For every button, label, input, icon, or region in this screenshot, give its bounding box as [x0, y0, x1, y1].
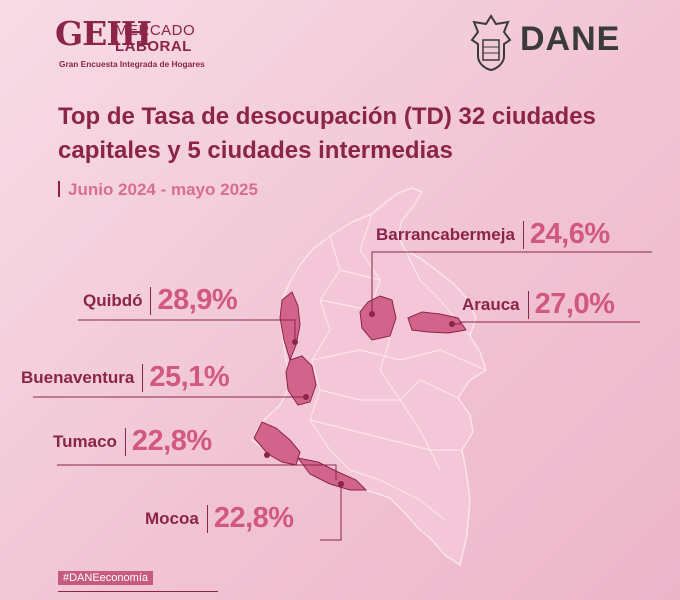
- callout-buenaventura: Buenaventura 25,1%: [21, 361, 230, 394]
- separator: [150, 286, 152, 315]
- city-name: Quibdó: [83, 290, 143, 310]
- period-text: Junio 2024 - mayo 2025: [68, 180, 258, 199]
- callout-tumaco: Tumaco 22,8%: [53, 425, 212, 458]
- city-name: Arauca: [462, 294, 520, 314]
- dane-wordmark: DANE: [520, 20, 621, 58]
- separator: [206, 504, 208, 533]
- separator: [142, 363, 144, 392]
- coat-of-arms-icon: [470, 14, 512, 72]
- geih-logo: GEIH MERCADO LABORAL Gran Encuesta Integ…: [55, 12, 205, 72]
- callout-barrancabermeja: Barrancabermeja 24,6%: [376, 218, 610, 251]
- separator: [124, 427, 126, 456]
- footer-divider: [58, 591, 218, 592]
- page-title: Top de Tasa de desocupación (TD) 32 ciud…: [58, 103, 596, 164]
- period-label: Junio 2024 - mayo 2025: [58, 180, 258, 200]
- dane-logo: DANE: [466, 14, 636, 72]
- city-value: 22,8%: [213, 502, 294, 534]
- city-name: Barrancabermeja: [376, 224, 515, 244]
- city-value: 27,0%: [534, 288, 615, 320]
- separator: [527, 290, 529, 319]
- separator: [522, 220, 524, 249]
- geih-mercado: MERCADO: [115, 22, 196, 39]
- geih-letters: GEIH: [55, 14, 152, 53]
- city-value: 24,6%: [529, 218, 610, 250]
- callout-mocoa: Mocoa 22,8%: [145, 502, 294, 535]
- city-name: Mocoa: [145, 508, 199, 528]
- region-arauca: [407, 311, 467, 334]
- callout-quibdo: Quibdó 28,9%: [83, 284, 238, 317]
- callout-arauca: Arauca 27,0%: [462, 288, 615, 321]
- city-name: Buenaventura: [21, 367, 135, 387]
- region-tumaco: [253, 421, 301, 466]
- hashtag-badge[interactable]: #DANEeconomía: [58, 571, 153, 585]
- leader-lines: [33, 251, 652, 541]
- region-barrancabermeja: [359, 295, 397, 341]
- geih-subtitle: Gran Encuesta Integrada de Hogares: [59, 59, 205, 69]
- city-name: Tumaco: [53, 431, 117, 451]
- city-value: 25,1%: [149, 361, 230, 393]
- period-bar: [58, 181, 60, 197]
- region-buenaventura: [285, 355, 317, 406]
- city-value: 22,8%: [131, 425, 212, 457]
- city-value: 28,9%: [157, 284, 238, 316]
- geih-laboral: LABORAL: [115, 38, 192, 55]
